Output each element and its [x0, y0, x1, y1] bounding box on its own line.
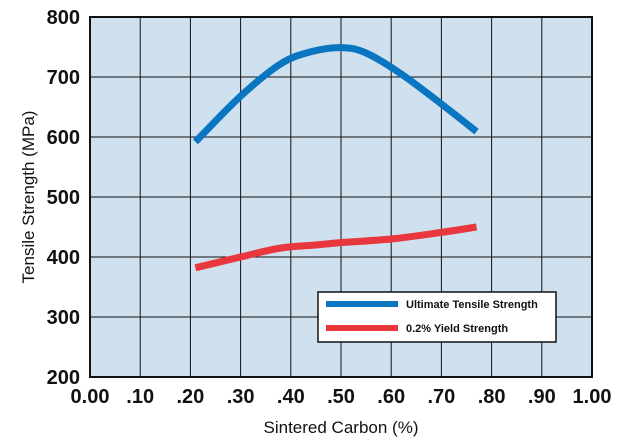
x-tick-labels: 0.00 .10 .20 .30 .40 .50 .60 .70 .80 .90 1.00: [71, 386, 612, 408]
y-tick-label: 300: [47, 307, 80, 329]
x-tick-label: .50: [327, 386, 355, 408]
y-tick-label: 700: [47, 67, 80, 89]
y-tick-label: 600: [47, 127, 80, 149]
y-tick-label: 200: [47, 367, 80, 389]
series-lines: [192, 44, 479, 272]
legend-box: [317, 291, 557, 343]
x-tick-label: 1.00: [573, 386, 612, 408]
x-tick-label: .80: [478, 386, 506, 408]
x-tick-label: 0.00: [71, 386, 110, 408]
y-axis-title: Tensile Strength (MPa): [19, 111, 38, 284]
y-tick-label: 400: [47, 247, 80, 269]
series-line-yield-strength: [194, 223, 478, 272]
x-tick-label: .90: [528, 386, 556, 408]
plot-frame: [89, 16, 593, 378]
x-tick-label: .40: [277, 386, 305, 408]
y-tick-label: 800: [47, 7, 80, 29]
x-tick-label: .60: [377, 386, 405, 408]
legend-label-yield: 0.2% Yield Strength: [406, 323, 508, 335]
x-tick-label: .70: [427, 386, 455, 408]
series-line-ultimate-tensile-strength: [192, 44, 479, 145]
y-tick-label: 500: [47, 187, 80, 209]
x-tick-label: .10: [126, 386, 154, 408]
y-tick-labels: 200 300 400 500 600 700 800: [47, 7, 80, 389]
legend-label-ultimate: Ultimate Tensile Strength: [406, 299, 538, 311]
x-axis-title: Sintered Carbon (%): [264, 418, 419, 437]
x-tick-label: .20: [176, 386, 204, 408]
legend: Ultimate Tensile Strength 0.2% Yield Str…: [317, 291, 557, 343]
x-tick-label: .30: [227, 386, 255, 408]
